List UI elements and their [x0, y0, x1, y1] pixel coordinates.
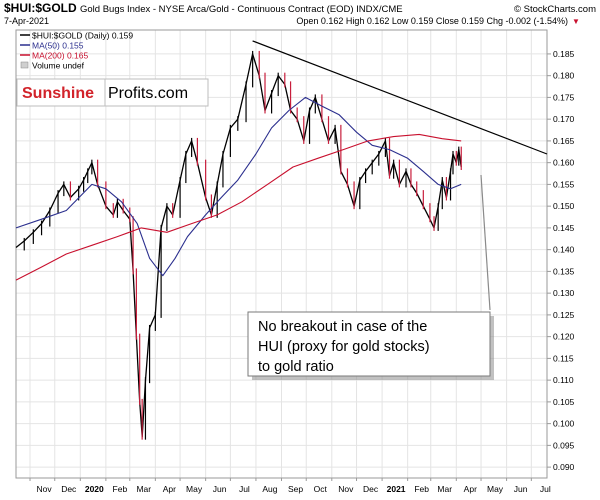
annotation-line-1: No breakout in case of the [258, 319, 427, 335]
y-tick-label: 0.105 [553, 397, 575, 407]
x-tick-label: Nov [36, 484, 52, 494]
down-arrow-icon: ▼ [572, 17, 580, 26]
chart-description: Gold Bugs Index - NYSE Arca/Gold - Conti… [80, 4, 403, 15]
series-layer [15, 40, 548, 440]
y-tick-label: 0.095 [553, 440, 575, 450]
grid-lines [16, 30, 547, 478]
legend-volume: Volume undef [32, 61, 85, 71]
y-tick-label: 0.125 [553, 310, 575, 320]
x-tick-label: Mar [437, 484, 452, 494]
x-tick-label: Oct [314, 484, 328, 494]
legend-ma200: MA(200) 0.165 [32, 51, 88, 61]
y-tick-label: 0.165 [553, 136, 575, 146]
x-tick-label: Dec [61, 484, 77, 494]
legend: $HUI:$GOLD (Daily) 0.159 MA(50) 0.155 MA… [20, 31, 133, 71]
legend-main: $HUI:$GOLD (Daily) 0.159 [32, 31, 133, 41]
x-tick-label: Jul [540, 484, 551, 494]
y-tick-label: 0.180 [553, 71, 575, 81]
y-tick-label: 0.160 [553, 158, 575, 168]
y-tick-label: 0.145 [553, 223, 575, 233]
resistance-trendline [252, 40, 548, 155]
y-tick-label: 0.100 [553, 419, 575, 429]
x-tick-label: Dec [363, 484, 379, 494]
x-tick-label: Aug [262, 484, 277, 494]
chart-date: 7-Apr-2021 [4, 16, 49, 26]
y-tick-label: 0.135 [553, 266, 575, 276]
x-tick-label: Jun [514, 484, 528, 494]
y-tick-label: 0.185 [553, 49, 575, 59]
y-tick-label: 0.115 [553, 353, 574, 363]
y-tick-label: 0.170 [553, 114, 575, 124]
annotation-line-2: HUI (proxy for gold stocks) [258, 339, 430, 355]
x-tick-label: Jul [239, 484, 250, 494]
price-line [15, 53, 462, 438]
logo-sunshine: Sunshine [22, 85, 94, 102]
y-tick-label: 0.175 [553, 92, 575, 102]
legend-ma50: MA(50) 0.155 [32, 41, 84, 51]
x-tick-label: Sep [288, 484, 303, 494]
chart-source: © StockCharts.com [514, 4, 596, 15]
y-tick-label: 0.140 [553, 245, 575, 255]
y-tick-label: 0.090 [553, 462, 575, 472]
x-tick-label: Feb [113, 484, 128, 494]
chart-quote: Open 0.162 High 0.162 Low 0.159 Close 0.… [296, 16, 568, 26]
sunshine-profits-logo: Sunshine Profits.com [16, 78, 209, 107]
legend-swatch-volume [20, 61, 29, 69]
x-axis-ticks: Nov Dec 2020 Feb Mar Apr May Jun Jul Aug Sep Oct Nov… [29, 478, 551, 494]
logo-profits: Profits.com [108, 85, 188, 102]
y-tick-label: 0.130 [553, 288, 575, 298]
x-tick-label: Jun [213, 484, 227, 494]
y-tick-label: 0.110 [553, 375, 574, 385]
chart-symbol: $HUI:$GOLD [4, 1, 77, 15]
x-tick-label: 2020 [85, 484, 104, 494]
y-tick-label: 0.155 [553, 179, 575, 189]
ma200-line [15, 133, 462, 281]
x-tick-label: Feb [414, 484, 429, 494]
annotation-callout: No breakout in case of the HUI (proxy fo… [247, 174, 494, 380]
ma50-line [15, 96, 462, 277]
x-tick-label: Mar [136, 484, 151, 494]
logo-right-box [104, 78, 209, 107]
x-tick-label: Apr [163, 484, 176, 494]
callout-box [247, 311, 491, 377]
y-tick-label: 0.150 [553, 201, 575, 211]
x-tick-label: May [487, 484, 504, 494]
x-tick-label: Nov [338, 484, 354, 494]
callout-pointer [480, 174, 491, 311]
y-axis-ticks: 0.090 0.095 0.100 0.105 0.110 0.115 0.120 0.125… [547, 49, 575, 472]
y-tick-label: 0.120 [553, 332, 575, 342]
x-tick-label: May [186, 484, 203, 494]
x-tick-label: Apr [464, 484, 477, 494]
annotation-line-3: to gold ratio [258, 359, 334, 375]
x-tick-label: 2021 [387, 484, 406, 494]
